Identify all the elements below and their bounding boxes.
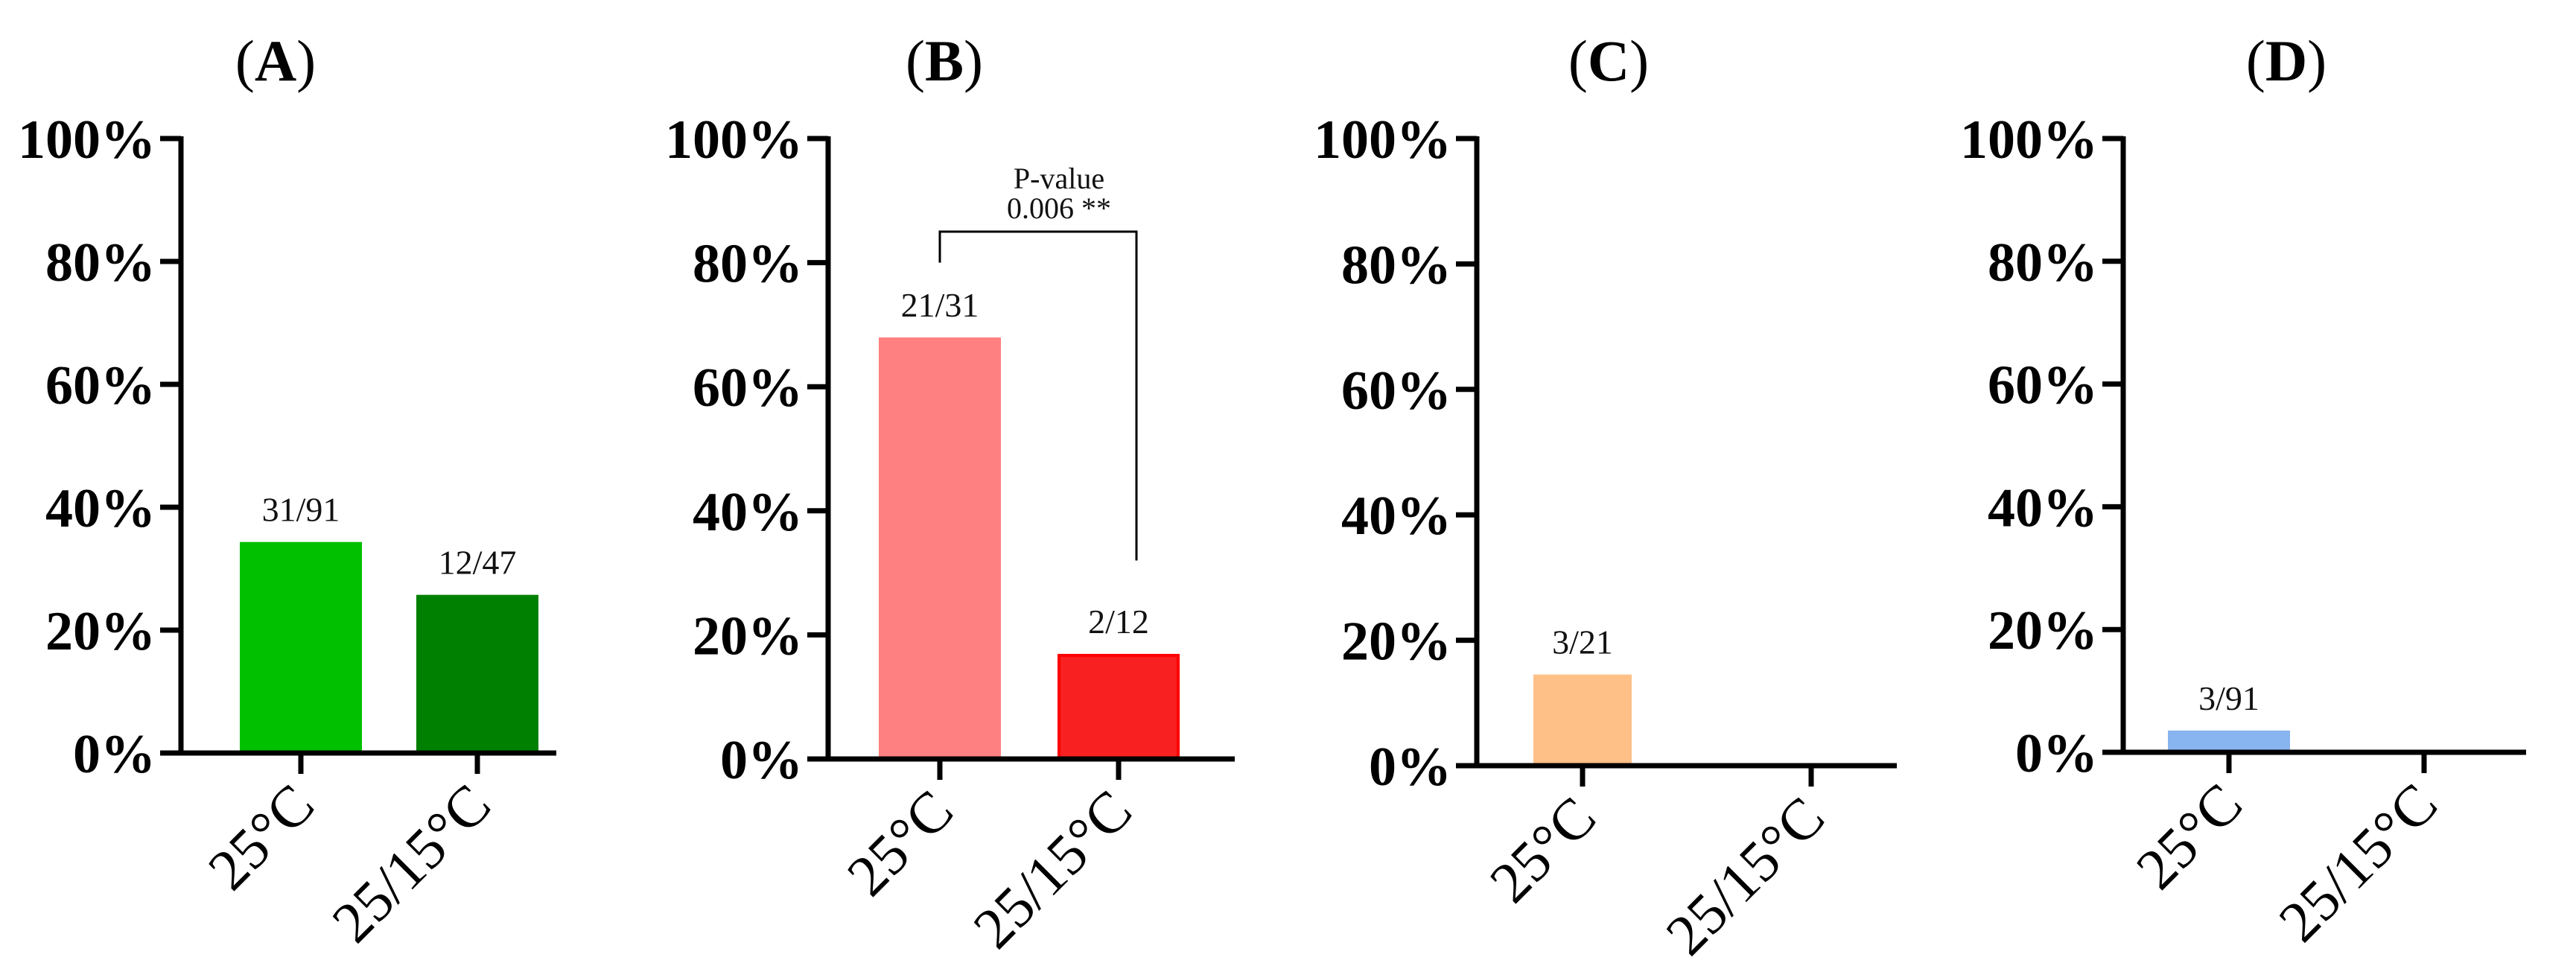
- x-tick-label: 25/15°C: [319, 772, 503, 955]
- x-tick-label: 25/15°C: [1653, 784, 1836, 968]
- chart-panel-b: (B) 0% 20% 40% 60% 80% 100% 25°C25/15°C 21/31 2/1…: [665, 28, 1235, 960]
- y-tick-label: 80%: [1988, 232, 2098, 293]
- x-tick-label: 25°C: [835, 778, 966, 909]
- y-tick-label: 100%: [18, 109, 156, 171]
- y-tick-label: 0%: [1369, 737, 1451, 798]
- y-tick-label: 0%: [73, 724, 156, 785]
- y-tick-label: 80%: [1341, 235, 1451, 296]
- x-tick-label: 25/15°C: [2266, 771, 2449, 954]
- y-tick-label: 0%: [2015, 723, 2098, 784]
- p-value-label: P-value: [1014, 162, 1104, 195]
- data-label: 2/12: [1088, 603, 1149, 641]
- y-tick-label: 40%: [45, 478, 156, 539]
- panel-title: (A): [235, 28, 316, 93]
- y-tick-label: 20%: [693, 606, 803, 667]
- panel-title: (B): [906, 28, 983, 93]
- y-tick-label: 100%: [1314, 109, 1451, 171]
- y-tick-label: 40%: [693, 482, 803, 543]
- bar: [879, 337, 1001, 760]
- x-tick-label: 25°C: [196, 772, 327, 903]
- y-tick-label: 20%: [45, 601, 156, 662]
- data-label: 3/91: [2198, 679, 2259, 717]
- data-label: 21/31: [901, 286, 979, 324]
- panel-title: (D): [2246, 28, 2327, 93]
- y-tick-label: 100%: [1960, 109, 2098, 171]
- bar: [1533, 674, 1632, 767]
- data-label: 31/91: [262, 491, 340, 529]
- x-tick-label: 25/15°C: [961, 778, 1144, 961]
- y-tick-label: 20%: [1341, 612, 1451, 673]
- p-value-number: 0.006 **: [1007, 191, 1111, 225]
- y-tick-label: 40%: [1988, 477, 2098, 539]
- chart-panel-d: (D) 0% 20% 40% 60% 80% 100% 25°C 25/15°C 3/91: [1960, 28, 2526, 953]
- data-label: 3/21: [1552, 623, 1613, 661]
- chart-panel-a: (A) 0% 20% 40% 60% 80% 100% 25°C25/15°C 31/91 12/…: [18, 28, 556, 954]
- bar: [240, 541, 362, 755]
- y-tick-label: 60%: [1341, 360, 1451, 422]
- data-label: 12/47: [439, 544, 517, 582]
- bar: [1058, 653, 1180, 760]
- x-tick-label: 25°C: [2124, 771, 2255, 902]
- y-tick-label: 60%: [693, 358, 803, 419]
- y-tick-label: 0%: [720, 730, 803, 791]
- chart-panel-c: (C) 0% 20% 40% 60% 80% 100% 25°C 25/15°C 3/21: [1314, 28, 1897, 967]
- y-tick-label: 100%: [665, 109, 803, 171]
- bar: [416, 594, 538, 755]
- bar: [2168, 730, 2290, 754]
- y-tick-label: 20%: [1988, 600, 2098, 661]
- y-tick-label: 60%: [1988, 355, 2098, 416]
- y-tick-label: 60%: [45, 355, 156, 416]
- x-tick-label: 25°C: [1478, 784, 1609, 915]
- y-tick-label: 40%: [1341, 486, 1451, 547]
- y-tick-label: 80%: [693, 234, 803, 295]
- significance-bracket: [938, 230, 1138, 561]
- panel-title: (C): [1568, 28, 1649, 93]
- y-tick-label: 80%: [45, 232, 156, 293]
